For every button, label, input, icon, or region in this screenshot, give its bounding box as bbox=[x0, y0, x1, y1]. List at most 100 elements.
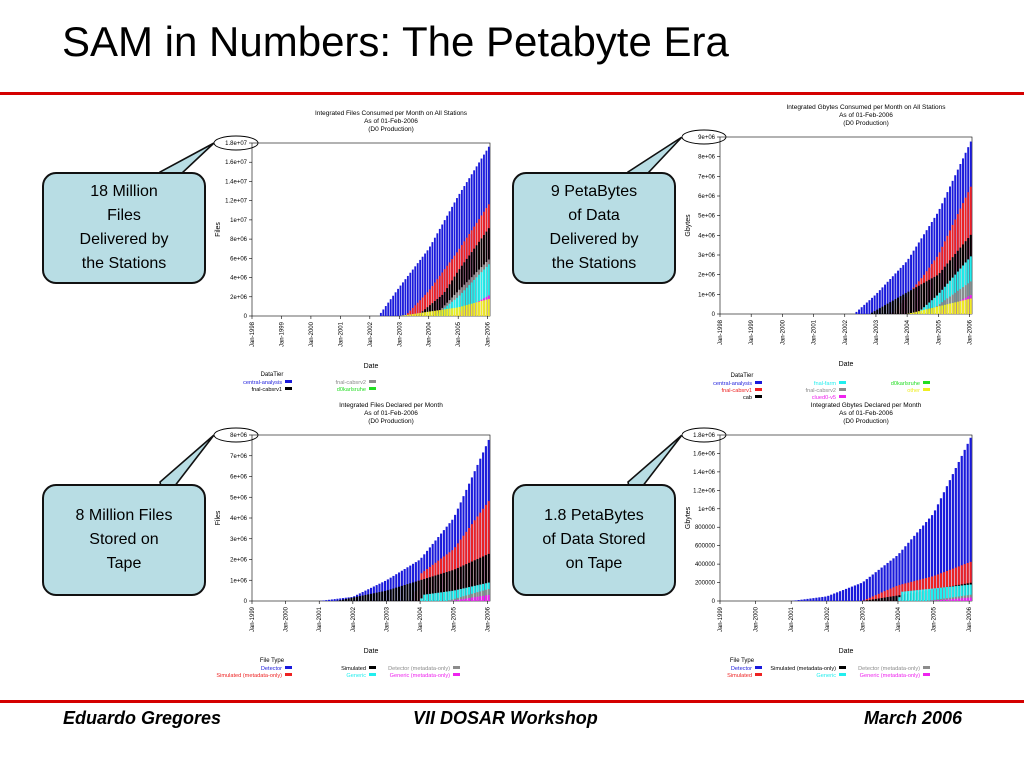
legend-swatch bbox=[755, 395, 762, 398]
legend-swatch bbox=[839, 388, 846, 391]
bar-yellow bbox=[431, 311, 434, 316]
bar-detector bbox=[927, 518, 931, 601]
bar-generic-metadata-only- bbox=[969, 597, 972, 601]
bar-detector bbox=[886, 562, 889, 601]
bar-detector-metadata-only- bbox=[448, 600, 451, 601]
bar-top bbox=[399, 285, 402, 316]
bar-yellow bbox=[938, 306, 941, 314]
bar-detector bbox=[954, 468, 957, 601]
bar-detector-metadata-only- bbox=[459, 597, 462, 601]
bar-simulated-metadata-only- bbox=[892, 596, 895, 601]
bar-generic bbox=[904, 591, 907, 601]
bar-generic-metadata-only- bbox=[960, 598, 963, 601]
bar-simulated bbox=[482, 556, 485, 601]
y-tick-label: 1e+06 bbox=[698, 507, 716, 513]
bar-detector-metadata-only- bbox=[484, 589, 487, 601]
bar-simulated bbox=[456, 567, 459, 601]
bar-black bbox=[438, 296, 441, 316]
bar-simulated bbox=[892, 587, 895, 601]
bar-top bbox=[402, 282, 404, 316]
legend-title: File Type bbox=[260, 658, 285, 664]
bar-simulated bbox=[459, 566, 462, 601]
bar-detector bbox=[856, 584, 860, 601]
bar-generic bbox=[462, 588, 465, 601]
legend-swatch bbox=[839, 395, 846, 398]
y-tick-label: 1.2e+06 bbox=[693, 488, 716, 494]
legend-label: Simulated bbox=[341, 666, 366, 672]
bar-generic bbox=[933, 588, 937, 601]
legend-swatch bbox=[369, 666, 376, 669]
y-tick-label: 0 bbox=[712, 599, 716, 605]
bar-simulated-metadata-only- bbox=[484, 504, 487, 601]
bar-top bbox=[910, 254, 913, 314]
bar-simulated bbox=[384, 590, 387, 601]
bar-black bbox=[930, 278, 933, 314]
bar-generic bbox=[969, 584, 972, 601]
x-tick-label: Jan-2006 bbox=[486, 321, 492, 347]
bar-cyan bbox=[485, 266, 488, 316]
bar-top bbox=[379, 312, 382, 316]
callout-files-stored: 8 Million Files Stored on Tape bbox=[42, 484, 206, 596]
bar-top bbox=[426, 250, 429, 316]
bar-yellow bbox=[419, 312, 422, 316]
bar-black bbox=[907, 291, 910, 314]
bar-generic bbox=[960, 585, 963, 601]
bar-cyan bbox=[470, 282, 473, 316]
bar-generic bbox=[431, 593, 434, 601]
bar-simulated bbox=[948, 569, 951, 601]
bar-generic-metadata-only- bbox=[476, 596, 479, 601]
bar-top bbox=[397, 288, 399, 316]
bar-yellow bbox=[954, 302, 957, 314]
bar-simulated-metadata-only- bbox=[487, 501, 490, 601]
bar-top bbox=[429, 246, 431, 316]
bar-generic bbox=[919, 589, 922, 601]
bar-black bbox=[878, 308, 881, 314]
bar-cyan bbox=[460, 292, 463, 316]
chart-title-line: As of 01-Feb-2006 bbox=[839, 410, 893, 417]
bar-cyan bbox=[473, 279, 476, 316]
x-tick-label: Jan-2004 bbox=[427, 321, 433, 347]
bar-detector-metadata-only- bbox=[468, 594, 471, 601]
legend-swatch bbox=[285, 666, 292, 669]
bar-yellow bbox=[969, 298, 972, 314]
bar-simulated bbox=[398, 586, 401, 601]
legend-label: Simulated bbox=[727, 673, 752, 679]
bar-generic bbox=[454, 590, 457, 601]
bar-simulated bbox=[942, 572, 946, 601]
legend-label: Detector bbox=[731, 666, 752, 672]
callout-value-ring bbox=[682, 427, 727, 443]
bar-simulated bbox=[409, 583, 412, 601]
bar-simulated bbox=[963, 564, 966, 601]
x-axis-label: Date bbox=[839, 648, 854, 655]
bar-cyan bbox=[468, 285, 471, 316]
bar-generic bbox=[966, 584, 969, 601]
x-tick-label: Jan-2004 bbox=[418, 606, 424, 632]
x-tick-label: Jan-1999 bbox=[749, 319, 755, 345]
bar-top bbox=[382, 309, 385, 316]
y-tick-label: 2e+06 bbox=[230, 295, 248, 301]
chart-title-line: Integrated Files Declared per Month bbox=[339, 402, 443, 409]
legend-label: central-analysis bbox=[243, 380, 282, 386]
legend-swatch bbox=[453, 666, 460, 669]
bar-detector bbox=[827, 595, 830, 601]
x-tick-label: Jan-1998 bbox=[250, 321, 256, 347]
bar-top bbox=[860, 307, 863, 314]
bar-cyan bbox=[478, 274, 480, 316]
bar-simulated bbox=[479, 557, 482, 601]
bar-yellow bbox=[456, 307, 458, 316]
bar-red bbox=[406, 313, 409, 316]
bar-simulated bbox=[428, 577, 431, 601]
x-tick-label: Jan-2005 bbox=[932, 606, 938, 632]
chart-title-line: (D0 Production) bbox=[368, 126, 414, 133]
bar-yellow bbox=[949, 303, 951, 314]
bar-detector bbox=[889, 560, 892, 601]
legend-swatch bbox=[453, 673, 460, 676]
x-tick-label: Jan-2002 bbox=[368, 321, 374, 347]
bar-top bbox=[917, 242, 920, 314]
footer-author: Eduardo Gregores bbox=[63, 708, 222, 728]
bar-red bbox=[414, 305, 417, 316]
bar-detector bbox=[833, 593, 836, 601]
bar-detector bbox=[821, 596, 824, 601]
bar-generic-metadata-only- bbox=[963, 597, 966, 601]
bar-top bbox=[886, 281, 889, 314]
